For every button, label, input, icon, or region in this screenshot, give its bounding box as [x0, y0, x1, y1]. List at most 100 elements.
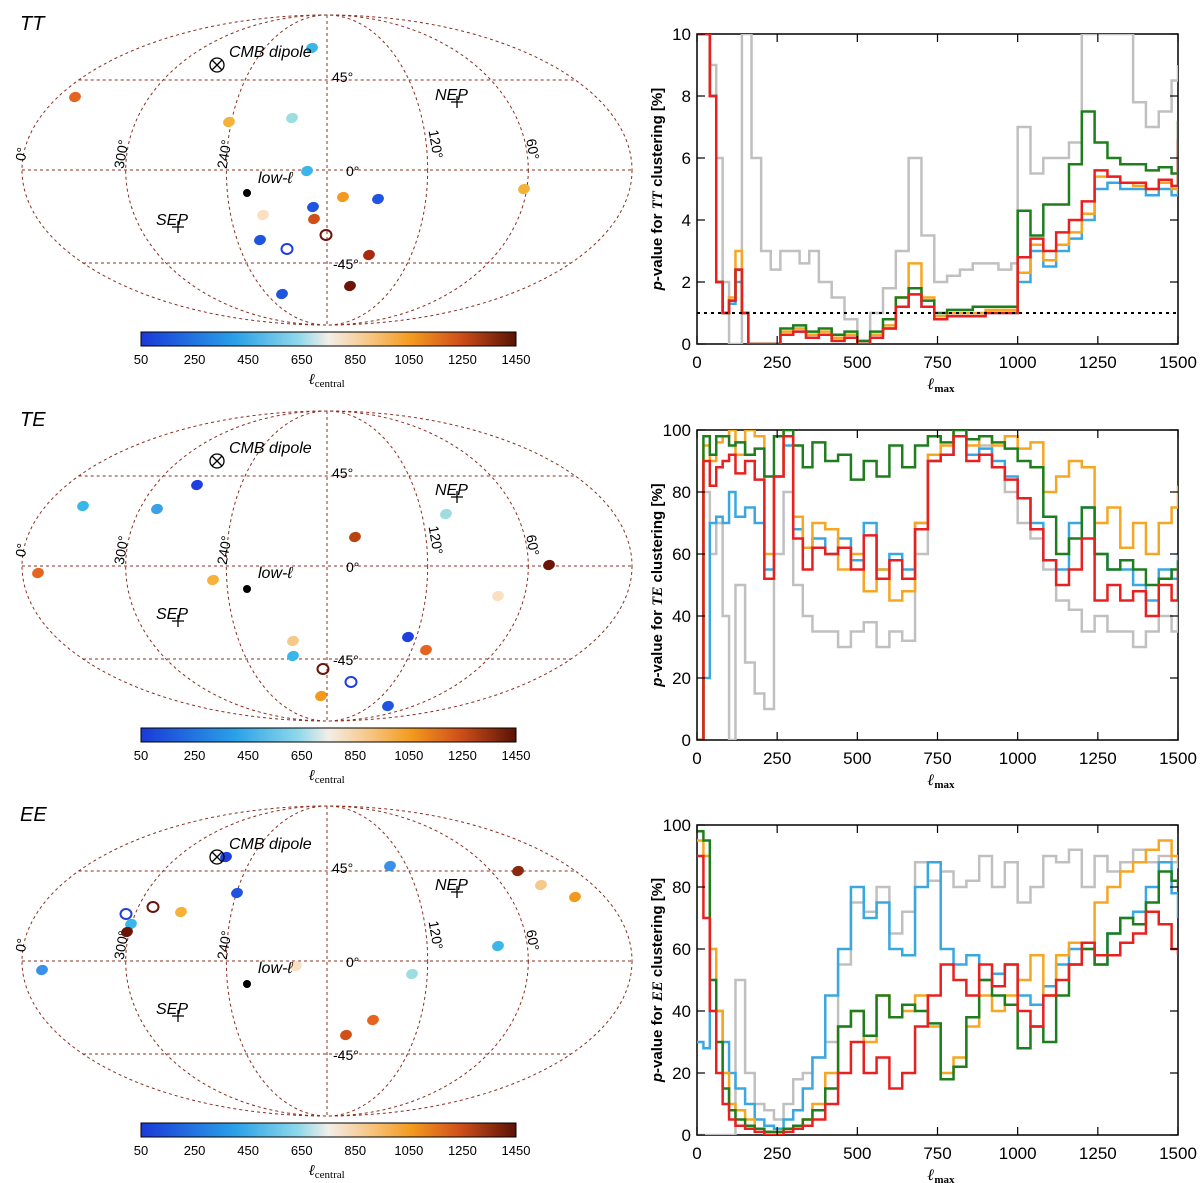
dipole-icon: [209, 453, 225, 469]
nep-cross-icon: [451, 886, 463, 898]
cluster-spot: [276, 288, 288, 300]
cluster-spot: [492, 590, 504, 602]
colorbar-tick: 50: [134, 1143, 148, 1158]
pvalue-plot: 0 2 4 6 8 10 0 250 500 750 1000 1250 1500 ℓmax p-value…: [649, 25, 1197, 395]
low-l-dot: [243, 585, 251, 593]
cluster-spot: [32, 567, 44, 579]
cluster-spot: [287, 650, 299, 662]
y-tick-label: 20: [672, 669, 691, 688]
x-tick-label: 0: [692, 1144, 701, 1163]
series-line: [697, 854, 1178, 1135]
colorbar-tick: 50: [134, 352, 148, 367]
cluster-spot: [287, 635, 299, 647]
series-line: [697, 434, 1178, 740]
cluster-spot: [569, 891, 581, 903]
y-tick-label: 80: [672, 878, 691, 897]
colorbar-tick: 650: [291, 1143, 313, 1158]
nep-label: NEP: [435, 877, 468, 894]
colorbar-gradient: [140, 331, 517, 347]
dipole-icon: [209, 849, 225, 865]
y-tick-label: 60: [672, 545, 691, 564]
cluster-spot: [307, 201, 319, 213]
series-line: [697, 34, 1178, 344]
x-tick-label: 0: [692, 353, 701, 372]
colorbar-tick: 1450: [502, 1143, 531, 1158]
cluster-spot: [315, 690, 327, 702]
panel-tt: TT 45° 0° -45° 0° 300° 240° 120° 60° low-ℓ CMB dip…: [12, 13, 1197, 395]
cluster-spot: [420, 644, 432, 656]
colorbar-tick: 1050: [394, 748, 423, 763]
y-tick-label: 0: [682, 1126, 691, 1145]
lon-label: 0°: [12, 146, 30, 162]
lon-label: 240°: [214, 138, 235, 169]
lat-label: 0°: [346, 954, 359, 970]
colorbar-tick: 1450: [502, 748, 531, 763]
y-tick-label: 10: [672, 25, 691, 44]
dipole-cross: [211, 59, 223, 71]
y-tick-label: 100: [663, 421, 691, 440]
dipole-label: CMB dipole: [229, 440, 312, 457]
colorbar-tick: 1250: [448, 748, 477, 763]
lon-label: 60°: [523, 928, 542, 952]
colorbar-tick: 1250: [448, 352, 477, 367]
colorbar-tick: 850: [344, 352, 366, 367]
low-l-dot: [243, 980, 251, 988]
cluster-spot: [301, 165, 313, 177]
x-tick-label: 0: [692, 749, 701, 768]
colorbar-tick: 250: [184, 748, 206, 763]
x-axis-label: ℓmax: [927, 772, 956, 791]
cluster-ring: [316, 663, 330, 675]
cluster-spot: [337, 191, 349, 203]
plot-frame: [696, 824, 1179, 1136]
colorbar-label: ℓcentral: [309, 1163, 345, 1181]
low-l-label: low-ℓ: [258, 170, 293, 187]
colorbar-tick: 650: [291, 352, 313, 367]
colorbar-tick: 850: [344, 1143, 366, 1158]
series-group: [697, 34, 1178, 344]
lat-label: 45°: [332, 69, 353, 85]
cluster-ring: [280, 243, 294, 255]
x-tick-label: 750: [923, 353, 951, 372]
nep-label: NEP: [435, 87, 468, 104]
panel-te: TE 45° 0° -45° 0° 300° 240° 120° 60° low-ℓ CMB dip…: [12, 409, 1197, 791]
cluster-spot: [36, 964, 48, 976]
panel-label: TT: [20, 13, 46, 35]
sep-label: SEP: [156, 1001, 188, 1018]
series-group: [697, 430, 1178, 740]
y-tick-label: 40: [672, 1002, 691, 1021]
series-line: [697, 430, 1178, 740]
x-tick-label: 250: [763, 1144, 791, 1163]
panel-ee: EE 45° 0° -45° 0° 300° 240° 120° 60° low-ℓ CMB dip…: [12, 804, 1197, 1183]
x-tick-label: 1250: [1079, 353, 1117, 372]
sky-map: EE 45° 0° -45° 0° 300° 240° 120° 60° low-ℓ CMB dip…: [12, 804, 633, 1117]
y-tick-label: 4: [682, 211, 691, 230]
y-tick-label: 80: [672, 483, 691, 502]
cluster-spot: [518, 183, 530, 195]
cluster-spot: [121, 926, 133, 938]
cluster-spot: [254, 234, 266, 246]
cluster-spot: [543, 559, 555, 571]
cluster-ring: [146, 901, 160, 913]
x-tick-label: 1250: [1079, 749, 1117, 768]
panel-label: EE: [20, 804, 47, 826]
cluster-spot: [175, 906, 187, 918]
colorbar-label: ℓcentral: [309, 372, 345, 390]
lat-label: 45°: [332, 465, 353, 481]
x-tick-label: 1500: [1159, 749, 1197, 768]
cluster-ring: [344, 676, 358, 688]
series-line: [697, 839, 1178, 1134]
colorbar-tick: 1050: [394, 1143, 423, 1158]
low-l-label: low-ℓ: [258, 565, 293, 582]
cluster-spot: [290, 960, 302, 972]
lon-label: 0°: [12, 542, 30, 558]
x-tick-label: 1500: [1159, 353, 1197, 372]
cluster-spot: [402, 631, 414, 643]
cluster-ring: [319, 229, 333, 241]
dipole-cross: [211, 455, 223, 467]
lon-label: 240°: [214, 534, 235, 565]
colorbar-gradient: [140, 1122, 517, 1138]
dipole-cross: [211, 851, 223, 863]
cluster-spot: [223, 116, 235, 128]
sky-map: TE 45° 0° -45° 0° 300° 240° 120° 60° low-ℓ CMB dip…: [12, 409, 633, 722]
